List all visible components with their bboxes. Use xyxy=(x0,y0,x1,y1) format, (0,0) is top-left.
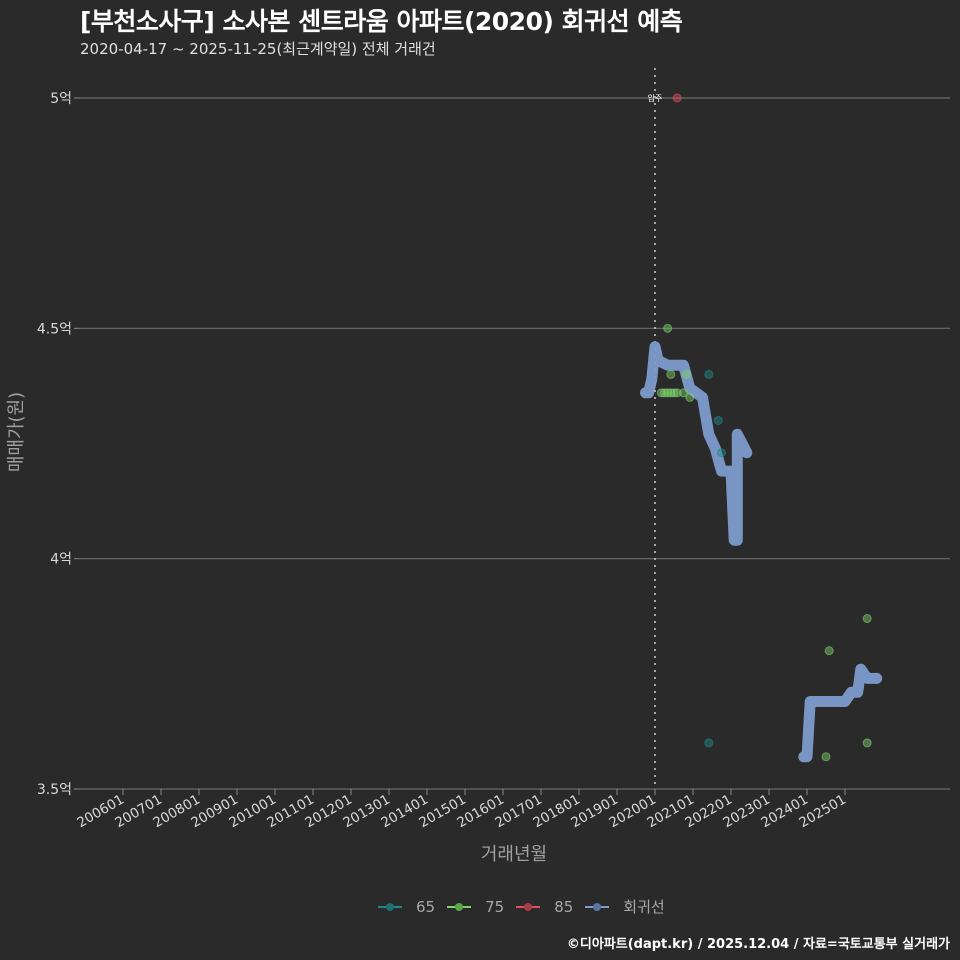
data-point-75 xyxy=(666,388,676,398)
data-point-65 xyxy=(713,415,723,425)
legend-label: 회귀선 xyxy=(623,898,665,916)
data-point-75 xyxy=(663,388,673,398)
data-point-75 xyxy=(862,614,872,624)
data-point-75 xyxy=(669,388,679,398)
y-tick-label: 5억 xyxy=(50,91,72,107)
data-point-65 xyxy=(717,448,726,458)
data-point-75 xyxy=(862,738,872,748)
data-point-65 xyxy=(704,369,714,379)
chart-title: [부천소사구] 소사본 센트라움 아파트(2020) 회귀선 예측 xyxy=(80,7,683,36)
data-point-75 xyxy=(666,369,676,379)
data-point-75 xyxy=(685,392,695,402)
y-axis-title: 매매가(원) xyxy=(6,392,27,472)
legend-key-icon xyxy=(447,901,472,913)
regression-line xyxy=(640,341,753,546)
y-tick-label: 4억 xyxy=(50,552,72,568)
legend-item-85: 85 xyxy=(516,898,573,916)
data-point-75 xyxy=(821,752,831,762)
legend-key-icon xyxy=(585,901,610,913)
source-caption: ©디아파트(dapt.kr) / 2025.12.04 / 자료=국토교통부 실… xyxy=(566,937,950,952)
y-tick-label: 3.5억 xyxy=(37,782,72,798)
data-point-75 xyxy=(656,388,666,398)
legend-label: 65 xyxy=(416,897,436,916)
chart-subtitle: 2020-04-17 ~ 2025-11-25(최근계약일) 전체 거래건 xyxy=(80,40,436,58)
data-point-85 xyxy=(672,93,682,103)
x-axis-title: 거래년월 xyxy=(481,844,547,865)
data-point-75 xyxy=(663,323,673,333)
legend-item-75: 75 xyxy=(447,898,504,916)
legend-label: 85 xyxy=(554,897,574,916)
data-point-75 xyxy=(824,646,834,656)
data-point-75 xyxy=(660,388,669,398)
data-point-65 xyxy=(704,738,714,748)
data-point-75 xyxy=(682,369,692,379)
legend-label: 75 xyxy=(485,897,505,916)
legend-item-65: 65 xyxy=(378,898,435,916)
legend-item-regression: 회귀선 xyxy=(585,896,665,917)
y-tick-label: 4.5억 xyxy=(37,321,72,337)
data-point-75 xyxy=(679,388,688,398)
regression-line xyxy=(798,663,883,763)
legend-key-icon xyxy=(378,901,402,913)
legend-key-icon xyxy=(516,901,541,913)
legend: 65 75 85 회귀선 xyxy=(378,896,665,917)
data-point-75 xyxy=(672,388,682,398)
move-in-label: 입주 xyxy=(648,94,663,103)
